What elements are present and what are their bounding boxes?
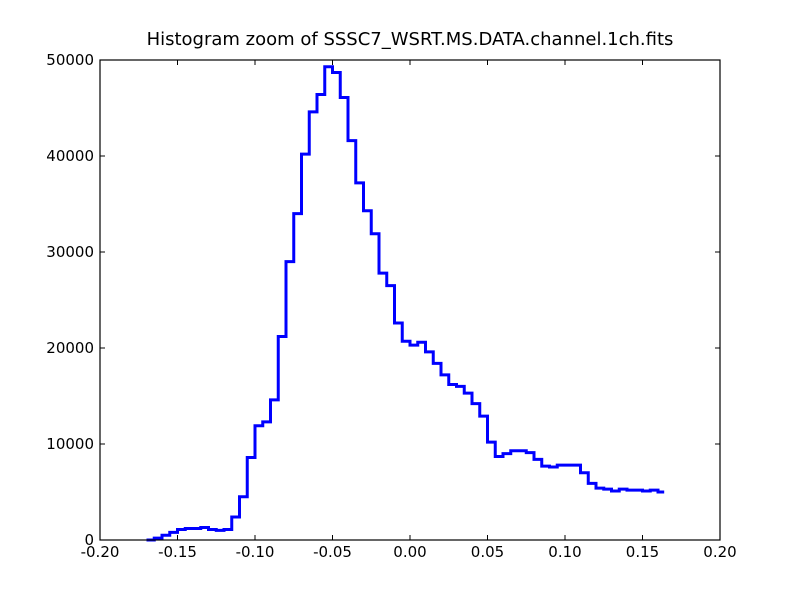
x-tick-label: 0.15: [626, 543, 659, 561]
y-tick-label: 40000: [46, 147, 94, 165]
x-tick-label: -0.20: [81, 543, 120, 561]
plot-area: -0.20 -0.15 -0.10 -0.05 0.00 0.05 0.10 0.15 0.20…: [46, 51, 736, 561]
x-tick-label: -0.10: [236, 543, 275, 561]
x-tick-label: 0.10: [548, 543, 581, 561]
chart-title: Histogram zoom of SSSC7_WSRT.MS.DATA.cha…: [147, 29, 674, 50]
x-tick-label: -0.15: [158, 543, 197, 561]
series-line-0: [146, 65, 665, 542]
y-tick-label: 10000: [46, 435, 94, 453]
y-tick-label: 0: [84, 531, 94, 549]
x-tick-label: -0.05: [313, 543, 352, 561]
x-tick-label: 0.20: [703, 543, 736, 561]
y-tick-label: 20000: [46, 339, 94, 357]
y-tick-label: 50000: [46, 51, 94, 69]
y-tick-label: 30000: [46, 243, 94, 261]
x-tick-label: 0.05: [471, 543, 504, 561]
x-tick-label: 0.00: [393, 543, 426, 561]
